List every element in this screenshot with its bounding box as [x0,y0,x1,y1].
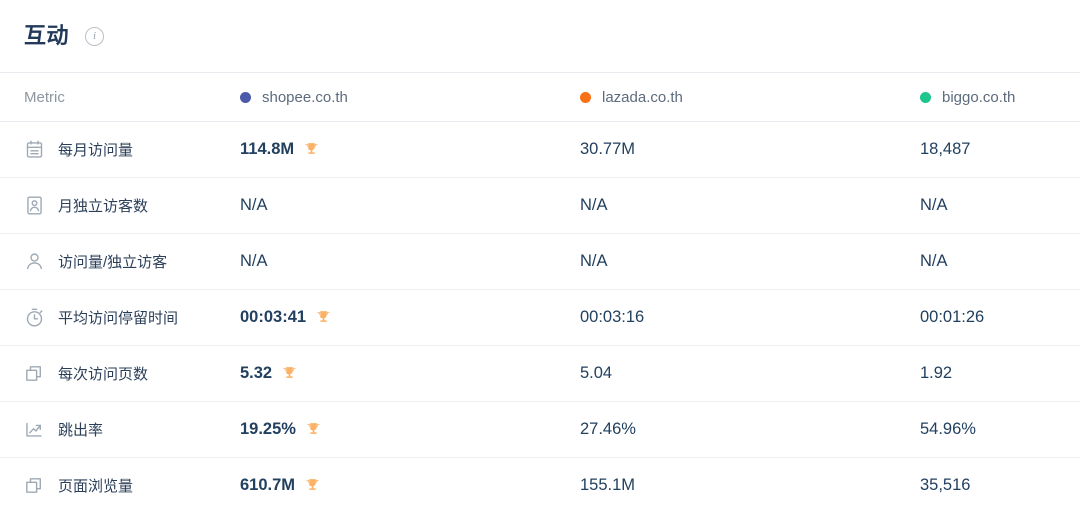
metric-value: N/A [240,252,268,270]
table-body: 每月访问量 114.8M 30.77M 18,487 月独立访客数 N/A N/A N/A 访问… [0,121,1080,514]
metric-value: 00:03:41 [240,308,307,326]
metric-cell: 平均访问停留时间 [0,289,240,346]
metric-value: N/A [580,252,608,270]
value-cell: 155.1M [580,458,920,514]
table-row: 每次访问页数 5.32 5.04 1.92 [0,345,1080,402]
trophy-icon [315,309,332,326]
metric-value: 155.1M [580,476,636,495]
trophy-icon [303,141,320,158]
metric-value: 114.8M [240,140,295,158]
metric-label: 页面浏览量 [58,478,134,496]
metric-cell: 月独立访客数 [0,177,240,234]
value-cell: 00:03:16 [580,289,920,346]
table-row: 页面浏览量 610.7M 155.1M 35,516 [0,458,1080,514]
value-cell: 00:01:26 [920,289,1080,346]
calendar-icon [24,139,45,160]
metric-cell: 跳出率 [0,401,240,458]
metric-cell: 访问量/独立访客 [0,233,240,290]
table-row: 每月访问量 114.8M 30.77M 18,487 [0,121,1080,178]
legend-dot-site-1 [580,91,591,103]
table-row: 跳出率 19.25% 27.46% 54.96% [0,401,1080,458]
value-cell: 30.77M [580,121,920,178]
table-row: 平均访问停留时间 00:03:41 00:03:16 00:01:26 [0,289,1080,346]
table-row: 月独立访客数 N/A N/A N/A [0,177,1080,234]
metric-value: 19.25% [240,420,296,438]
value-cell: 1.92 [920,345,1080,402]
value-cell: N/A [240,233,580,290]
value-cell: N/A [920,177,1080,234]
metric-value: 54.96% [920,420,976,438]
site-name-1: lazada.co.th [602,88,683,106]
metric-value: N/A [920,196,948,214]
column-header-metric: Metric [0,72,240,122]
column-header-site-1[interactable]: lazada.co.th [580,72,920,122]
trophy-icon [281,365,298,382]
trophy-icon [305,421,322,438]
table-header-row: Metric shopee.co.th lazada.co.th [0,72,1080,122]
metric-value: 00:03:16 [580,308,645,326]
metrics-table: Metric shopee.co.th lazada.co.th [0,72,1080,514]
page-title: 互动 [24,23,70,48]
metric-value: 30.77M [580,140,636,158]
value-cell: 114.8M [240,121,580,178]
metric-cell: 页面浏览量 [0,458,240,514]
column-header-site-2[interactable]: biggo.co.th [920,72,1080,122]
metric-label: 跳出率 [58,422,104,439]
pages-icon [24,475,45,496]
value-cell: 5.04 [580,345,920,402]
metric-label: 每次访问页数 [58,366,149,383]
metric-value: N/A [580,196,608,214]
metric-label: 平均访问停留时间 [58,310,179,327]
metric-label: 访问量/独立访客 [58,254,168,271]
site-name-0: shopee.co.th [262,88,348,106]
value-cell: 35,516 [920,458,1080,514]
value-cell: 27.46% [580,401,920,458]
metric-value: 18,487 [920,140,971,158]
stopwatch-icon [24,307,45,328]
metric-value: 5.32 [240,364,273,382]
value-cell: 19.25% [240,401,580,458]
value-cell: 18,487 [920,121,1080,178]
metric-value: 35,516 [920,476,971,495]
trophy-icon [304,477,321,494]
value-cell: N/A [240,177,580,234]
pages-icon [24,363,45,384]
metric-label: 每月访问量 [58,142,134,159]
metric-cell: 每次访问页数 [0,345,240,402]
site-name-2: biggo.co.th [942,88,1016,106]
metric-value: 1.92 [920,364,953,382]
value-cell: N/A [580,177,920,234]
metric-value: N/A [240,196,268,214]
metric-value: 00:01:26 [920,308,985,326]
value-cell: 54.96% [920,401,1080,458]
table-header: Metric shopee.co.th lazada.co.th [0,72,1080,122]
id-badge-icon [24,195,45,216]
user-icon [24,251,45,272]
value-cell: N/A [920,233,1080,290]
metric-value: 5.04 [580,364,613,382]
column-header-site-0[interactable]: shopee.co.th [240,72,580,122]
metric-cell: 每月访问量 [0,121,240,178]
metric-label: 月独立访客数 [58,198,149,215]
value-cell: 610.7M [240,458,580,514]
value-cell: N/A [580,233,920,290]
legend-dot-site-2 [920,91,931,103]
metric-value: N/A [920,252,948,270]
value-cell: 5.32 [240,345,580,402]
metric-value: 610.7M [240,476,296,495]
table-row: 访问量/独立访客 N/A N/A N/A [0,233,1080,290]
legend-dot-site-0 [240,91,251,103]
panel-header: 互动 i [0,0,1080,72]
metric-value: 27.46% [580,420,636,438]
info-circle-icon[interactable]: i [85,26,105,46]
value-cell: 00:03:41 [240,289,580,346]
trend-arrow-icon [24,419,45,440]
